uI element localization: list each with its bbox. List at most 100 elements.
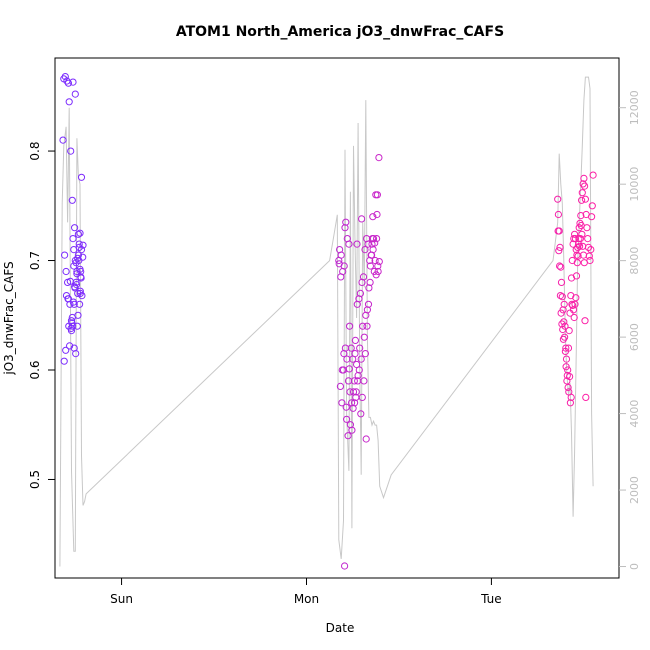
data-point [372, 271, 380, 279]
y-axis-label: jO3_dnwFrac_CAFS [2, 261, 16, 375]
data-point [352, 388, 360, 396]
data-point [60, 357, 68, 365]
data-point [77, 246, 86, 254]
data-point [366, 278, 374, 286]
data-point [561, 322, 569, 330]
data-point [341, 562, 349, 570]
data-point [64, 79, 73, 87]
data-point [76, 300, 84, 308]
data-point [357, 355, 365, 363]
data-point [358, 215, 366, 223]
data-point [69, 322, 77, 330]
data-point [567, 393, 575, 401]
data-point [359, 273, 368, 281]
data-point [581, 182, 589, 190]
data-point [578, 196, 586, 204]
data-point [76, 289, 84, 297]
data-point [363, 306, 371, 314]
data-point [361, 350, 369, 358]
x-tick-label: Mon [294, 592, 319, 606]
data-point [581, 317, 589, 325]
data-point [338, 366, 346, 374]
data-point [66, 277, 74, 285]
data-point [351, 399, 359, 407]
data-point [557, 309, 565, 317]
data-point [67, 147, 75, 155]
data-point [572, 294, 580, 302]
data-point [70, 300, 78, 308]
data-point [66, 342, 74, 350]
data-point [361, 246, 369, 254]
x-axis-label: Date [326, 621, 355, 635]
data-point [364, 240, 372, 248]
data-point [369, 246, 377, 254]
data-point [371, 256, 379, 265]
data-point [69, 235, 77, 243]
data-point [74, 254, 82, 262]
data-point [562, 355, 571, 363]
data-point [341, 224, 349, 232]
data-point [345, 365, 353, 373]
data-point [373, 210, 381, 219]
data-point [554, 227, 562, 235]
data-point [578, 189, 586, 197]
data-point [556, 243, 564, 251]
data-point [61, 251, 69, 259]
data-point [564, 366, 572, 374]
data-point [72, 259, 80, 267]
data-point [344, 432, 352, 440]
data-point [351, 350, 359, 358]
data-point [579, 180, 587, 188]
data-point [342, 218, 350, 226]
data-point [588, 202, 596, 210]
data-point [72, 350, 80, 358]
data-point [571, 235, 580, 243]
data-point [371, 239, 379, 247]
data-point [74, 230, 83, 238]
altitude-line-layer [59, 76, 594, 567]
data-point [554, 210, 563, 219]
data-point [366, 262, 374, 270]
data-point [364, 300, 373, 308]
data-point [353, 360, 361, 369]
data-point [353, 240, 361, 248]
data-point [342, 403, 350, 411]
data-point [337, 251, 345, 259]
data-point [584, 235, 592, 243]
plot-frame [54, 57, 620, 579]
data-point [373, 235, 381, 243]
data-point [356, 344, 364, 352]
data-point [576, 242, 584, 250]
data-point [355, 366, 363, 374]
data-point [335, 260, 343, 268]
data-point [337, 273, 345, 281]
data-point [556, 292, 565, 300]
data-point [64, 295, 73, 303]
y-right-tick-label: 6000 [628, 323, 641, 351]
data-point [68, 313, 76, 322]
data-point [575, 224, 583, 232]
y-right-tick-label: 0 [628, 563, 641, 570]
data-point [577, 212, 585, 220]
y-left-tick-label: 0.7 [28, 251, 42, 270]
data-point [359, 322, 367, 330]
data-point [587, 246, 595, 254]
data-point [65, 98, 73, 106]
data-point [351, 336, 359, 344]
y-right-tick-label: 12000 [628, 90, 641, 125]
data-point [556, 262, 564, 270]
data-point [343, 355, 351, 363]
data-point [62, 346, 70, 354]
data-point [564, 383, 572, 392]
data-point [559, 335, 568, 343]
data-point [360, 377, 368, 385]
data-point [362, 435, 370, 443]
data-point [61, 73, 69, 81]
data-point [349, 388, 358, 396]
y-left-tick-label: 0.6 [28, 360, 42, 379]
data-point [582, 393, 590, 401]
data-point [76, 229, 84, 237]
data-point [375, 154, 383, 162]
data-point [560, 300, 568, 308]
